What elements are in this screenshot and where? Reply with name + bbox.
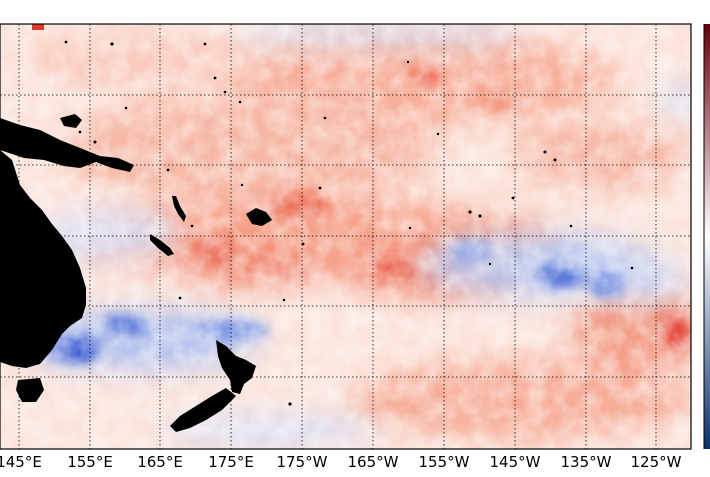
red-hotspot-top <box>32 24 44 30</box>
new-caledonia-landmass <box>150 234 174 256</box>
longitude-label: 145°W <box>489 453 541 471</box>
anomaly-field <box>0 24 691 449</box>
longitude-label: 175°E <box>208 453 254 471</box>
fiji-islands <box>246 208 272 226</box>
new-guinea-landmass <box>0 118 134 172</box>
longitude-label: 165°E <box>137 453 183 471</box>
map-frame <box>0 23 692 450</box>
new-zealand-south-island <box>170 388 236 432</box>
vanuatu-islands <box>172 196 186 222</box>
land-masses <box>0 24 272 432</box>
longitude-label: 145°E <box>0 453 42 471</box>
longitude-label: 155°W <box>418 453 470 471</box>
graticule <box>0 24 691 449</box>
longitude-label: 175°W <box>276 453 328 471</box>
tasmania-landmass <box>16 378 44 402</box>
longitude-label: 125°W <box>630 453 682 471</box>
longitude-label: 165°W <box>347 453 399 471</box>
colorbar <box>704 24 710 449</box>
small-islands <box>64 40 634 406</box>
new-britain-landmass <box>60 114 82 128</box>
new-zealand-north-island <box>216 340 256 394</box>
longitude-label: 135°W <box>560 453 612 471</box>
australia-landmass <box>0 150 86 368</box>
longitude-label: 155°E <box>67 453 113 471</box>
